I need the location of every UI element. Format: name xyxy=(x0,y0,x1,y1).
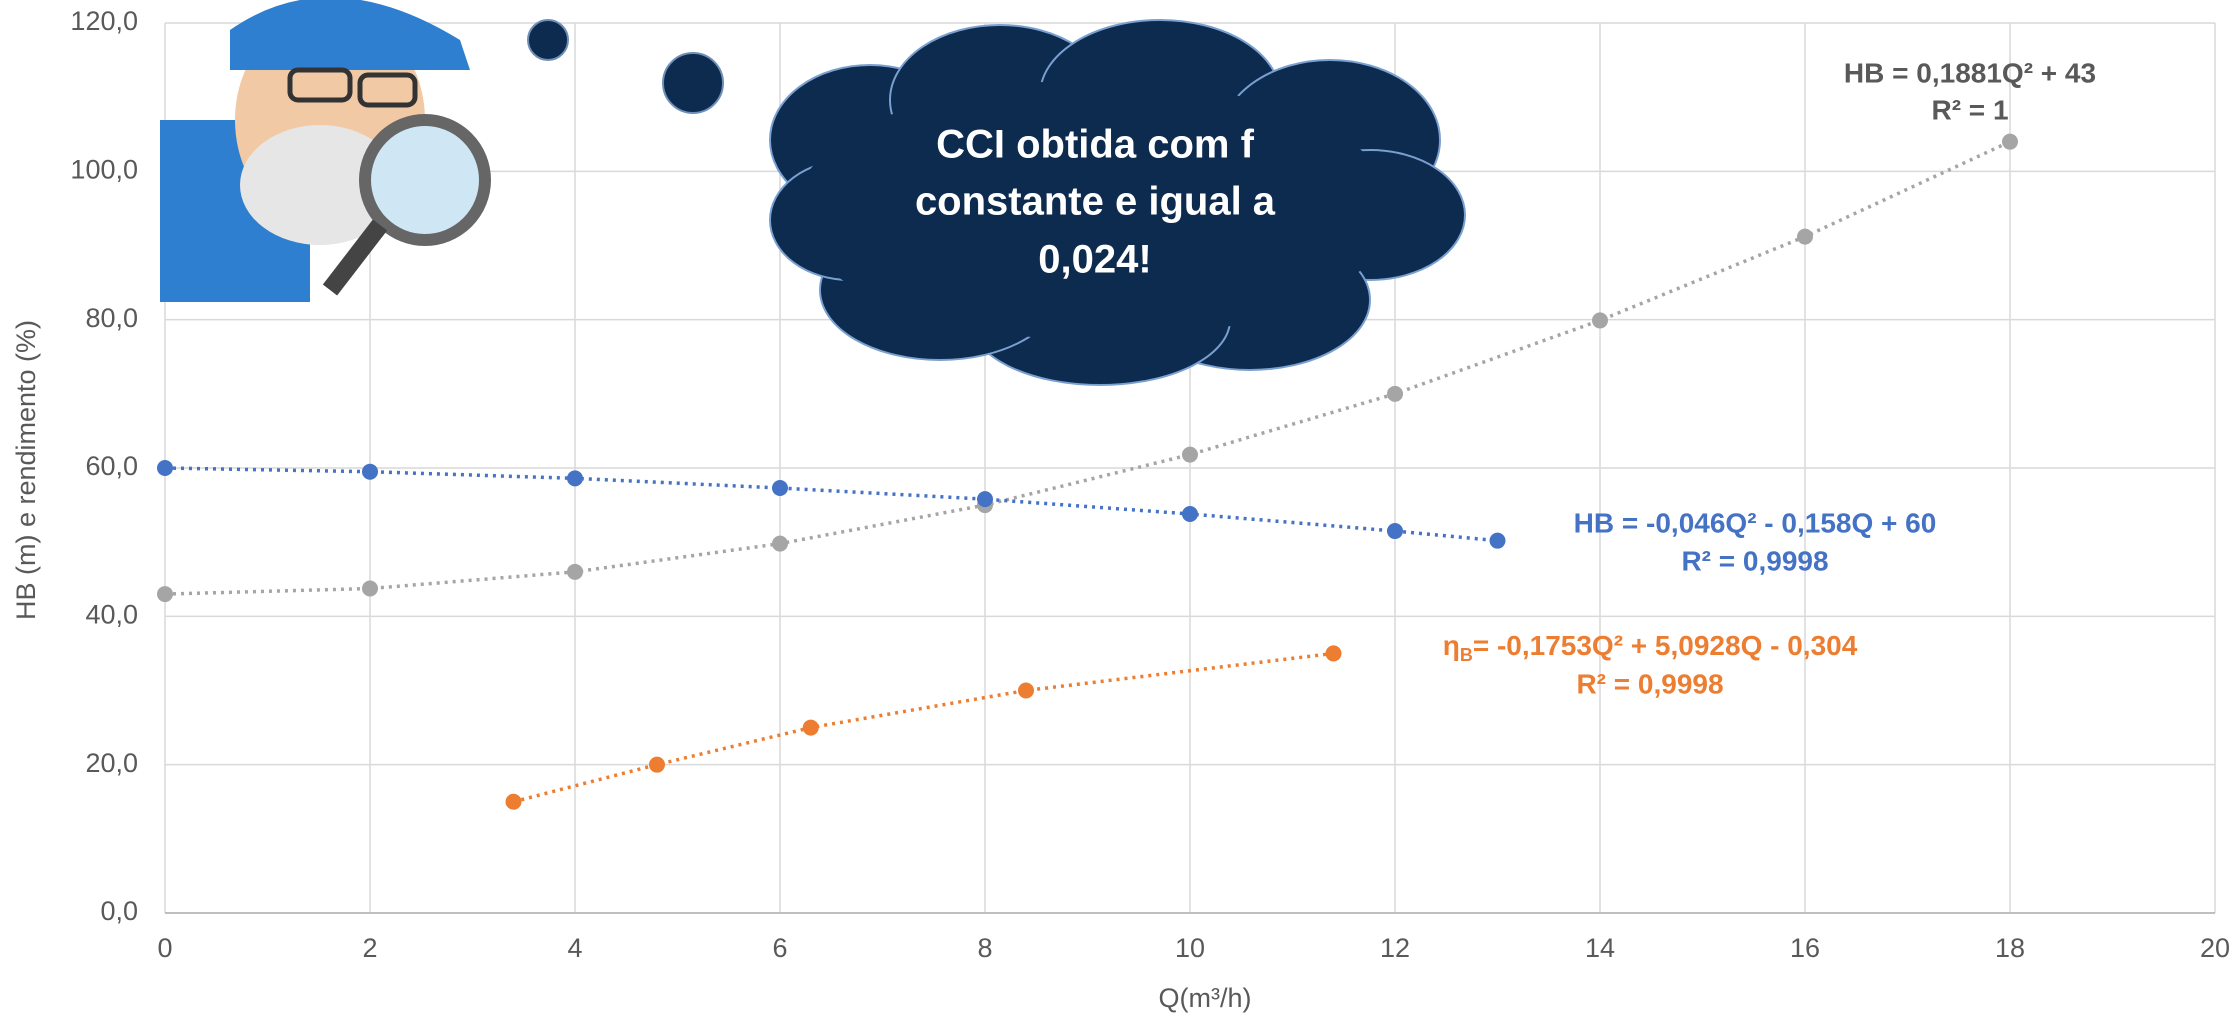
data-point xyxy=(2002,134,2018,150)
data-point xyxy=(506,794,522,810)
y-tick-label: 100,0 xyxy=(70,154,138,184)
y-tick-label: 20,0 xyxy=(85,748,138,778)
callout-text: constante e igual a xyxy=(915,180,1276,224)
data-point xyxy=(1387,523,1403,539)
equation-symbol: η xyxy=(1443,630,1460,661)
callout-text: 0,024! xyxy=(1038,238,1151,282)
data-point xyxy=(977,491,993,507)
data-point xyxy=(1490,533,1506,549)
data-point xyxy=(1592,312,1608,328)
x-tick-label: 16 xyxy=(1790,933,1820,963)
data-point xyxy=(1326,645,1342,661)
chart: CCI obtida com f constante e igual a 0,0… xyxy=(0,0,2237,1018)
data-point xyxy=(157,586,173,602)
x-tick-label: 4 xyxy=(567,933,582,963)
data-point xyxy=(772,536,788,552)
y-tick-label: 0,0 xyxy=(100,896,138,926)
bubble xyxy=(663,53,723,113)
equation: ηB= -0,1753Q² + 5,0928Q - 0,304 xyxy=(1443,630,1858,664)
data-point xyxy=(157,460,173,476)
x-tick-label: 2 xyxy=(362,933,377,963)
data-point xyxy=(772,480,788,496)
data-point xyxy=(803,720,819,736)
data-point xyxy=(362,581,378,597)
data-point xyxy=(1182,506,1198,522)
equation: HB = -0,046Q² - 0,158Q + 60 xyxy=(1574,507,1937,538)
x-tick-label: 0 xyxy=(157,933,172,963)
data-point xyxy=(1018,683,1034,699)
r-squared: R² = 1 xyxy=(1931,94,2008,125)
data-point xyxy=(362,464,378,480)
r-squared: R² = 0,9998 xyxy=(1681,545,1828,576)
x-tick-label: 18 xyxy=(1995,933,2025,963)
y-tick-label: 40,0 xyxy=(85,599,138,629)
equation-text: = -0,1753Q² + 5,0928Q - 0,304 xyxy=(1473,630,1858,661)
data-point xyxy=(649,757,665,773)
y-tick-label: 80,0 xyxy=(85,303,138,333)
data-point xyxy=(1797,229,1813,245)
data-point xyxy=(567,470,583,486)
data-point xyxy=(1182,447,1198,463)
x-tick-label: 6 xyxy=(772,933,787,963)
data-point xyxy=(1387,386,1403,402)
x-tick-label: 12 xyxy=(1380,933,1410,963)
bubble xyxy=(528,20,568,60)
callout-text: CCI obtida com f xyxy=(936,123,1254,167)
y-axis-label: HB (m) e rendimento (%) xyxy=(11,320,41,620)
x-tick-label: 10 xyxy=(1175,933,1205,963)
y-tick-label: 120,0 xyxy=(70,6,138,36)
x-tick-label: 14 xyxy=(1585,933,1615,963)
data-point xyxy=(567,564,583,580)
equation-subscript: B xyxy=(1460,645,1473,665)
x-tick-label: 20 xyxy=(2200,933,2230,963)
equation: HB = 0,1881Q² + 43 xyxy=(1844,57,2096,88)
r-squared: R² = 0,9998 xyxy=(1576,668,1723,699)
y-tick-label: 60,0 xyxy=(85,451,138,481)
x-tick-label: 8 xyxy=(977,933,992,963)
x-axis-label: Q(m³/h) xyxy=(1159,983,1252,1013)
